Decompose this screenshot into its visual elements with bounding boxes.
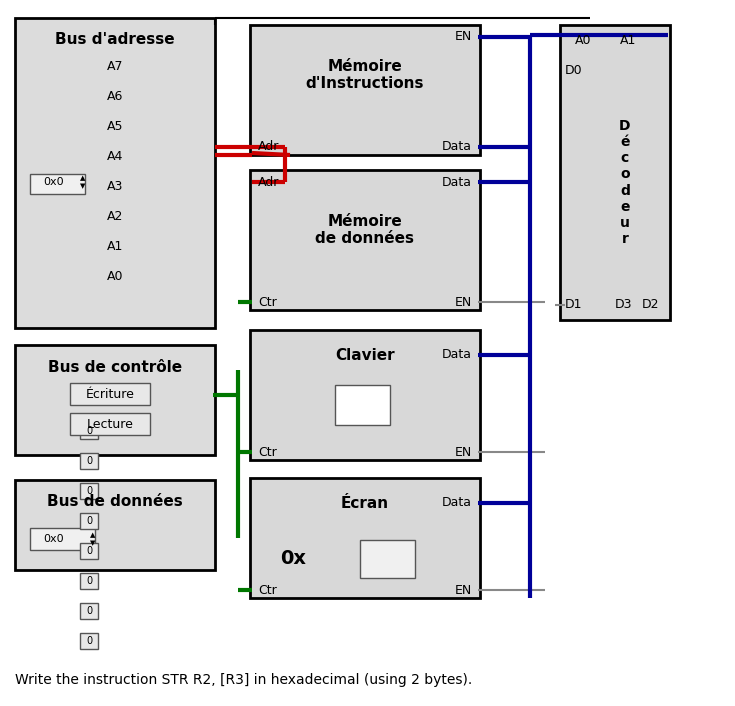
FancyBboxPatch shape bbox=[560, 25, 670, 320]
Text: Adr: Adr bbox=[258, 140, 279, 153]
Text: A2: A2 bbox=[107, 210, 123, 222]
Text: D3: D3 bbox=[615, 299, 633, 311]
Bar bbox=[80, 483, 98, 499]
Text: A0: A0 bbox=[575, 33, 592, 47]
Text: EN: EN bbox=[455, 296, 472, 309]
Bar bbox=[80, 603, 98, 619]
Text: 0x: 0x bbox=[280, 549, 306, 568]
Text: 0: 0 bbox=[86, 576, 92, 586]
Text: 0: 0 bbox=[86, 426, 92, 436]
Text: 0: 0 bbox=[86, 486, 92, 496]
Text: 0: 0 bbox=[86, 456, 92, 466]
Text: Écran: Écran bbox=[341, 496, 389, 510]
Text: Bus de contrôle: Bus de contrôle bbox=[48, 359, 182, 374]
Text: ▲
▼: ▲ ▼ bbox=[80, 175, 86, 189]
Bar bbox=[80, 633, 98, 649]
FancyBboxPatch shape bbox=[15, 480, 215, 570]
Bar bbox=[80, 423, 98, 439]
Text: 0x0: 0x0 bbox=[43, 534, 64, 544]
Text: A4: A4 bbox=[107, 150, 123, 162]
Text: A5: A5 bbox=[107, 119, 123, 133]
Text: Mémoire
d'Instructions: Mémoire d'Instructions bbox=[306, 59, 424, 91]
Text: Ctr: Ctr bbox=[258, 583, 277, 597]
FancyBboxPatch shape bbox=[15, 18, 215, 328]
Text: D
é
c
o
d
e
u
r: D é c o d e u r bbox=[620, 119, 631, 246]
Text: 0: 0 bbox=[86, 516, 92, 526]
Bar bbox=[80, 453, 98, 469]
Text: Lecture: Lecture bbox=[87, 417, 134, 431]
Text: Ctr: Ctr bbox=[258, 296, 277, 309]
FancyBboxPatch shape bbox=[30, 174, 85, 194]
Bar bbox=[80, 543, 98, 559]
Text: Écriture: Écriture bbox=[85, 388, 135, 400]
Text: D2: D2 bbox=[642, 299, 659, 311]
Text: Adr: Adr bbox=[258, 176, 279, 189]
Text: Data: Data bbox=[442, 496, 472, 510]
Text: D0: D0 bbox=[565, 64, 583, 76]
Text: A1: A1 bbox=[107, 239, 123, 253]
Text: A6: A6 bbox=[107, 90, 123, 102]
FancyBboxPatch shape bbox=[250, 25, 480, 155]
Text: Write the instruction STR R2, [R3] in hexadecimal (using 2 bytes).: Write the instruction STR R2, [R3] in he… bbox=[15, 673, 473, 687]
Text: Ctr: Ctr bbox=[258, 445, 277, 458]
Text: Data: Data bbox=[442, 140, 472, 153]
Text: EN: EN bbox=[455, 583, 472, 597]
Bar bbox=[80, 573, 98, 589]
Text: EN: EN bbox=[455, 30, 472, 44]
Text: Data: Data bbox=[442, 176, 472, 189]
FancyBboxPatch shape bbox=[15, 345, 215, 455]
FancyBboxPatch shape bbox=[335, 385, 390, 425]
Text: Mémoire
de données: Mémoire de données bbox=[315, 214, 415, 246]
FancyBboxPatch shape bbox=[30, 528, 95, 550]
Text: 0: 0 bbox=[86, 606, 92, 616]
Text: EN: EN bbox=[455, 445, 472, 458]
Text: A7: A7 bbox=[107, 59, 123, 73]
FancyBboxPatch shape bbox=[250, 330, 480, 460]
Text: D1: D1 bbox=[565, 299, 583, 311]
Text: Data: Data bbox=[442, 349, 472, 361]
Text: Bus de données: Bus de données bbox=[47, 494, 183, 510]
Text: 0: 0 bbox=[86, 636, 92, 646]
FancyBboxPatch shape bbox=[250, 478, 480, 598]
Text: A3: A3 bbox=[107, 179, 123, 193]
Bar bbox=[80, 513, 98, 529]
Text: ▲
▼: ▲ ▼ bbox=[90, 532, 96, 546]
Text: Bus d'adresse: Bus d'adresse bbox=[55, 32, 175, 47]
Text: A0: A0 bbox=[107, 270, 123, 282]
Text: 0x0: 0x0 bbox=[43, 177, 64, 187]
Text: 0: 0 bbox=[86, 546, 92, 556]
Text: Clavier: Clavier bbox=[335, 347, 395, 362]
FancyBboxPatch shape bbox=[360, 540, 415, 578]
Text: A1: A1 bbox=[620, 33, 637, 47]
Bar bbox=[70, 383, 150, 405]
Bar bbox=[70, 413, 150, 435]
FancyBboxPatch shape bbox=[250, 170, 480, 310]
